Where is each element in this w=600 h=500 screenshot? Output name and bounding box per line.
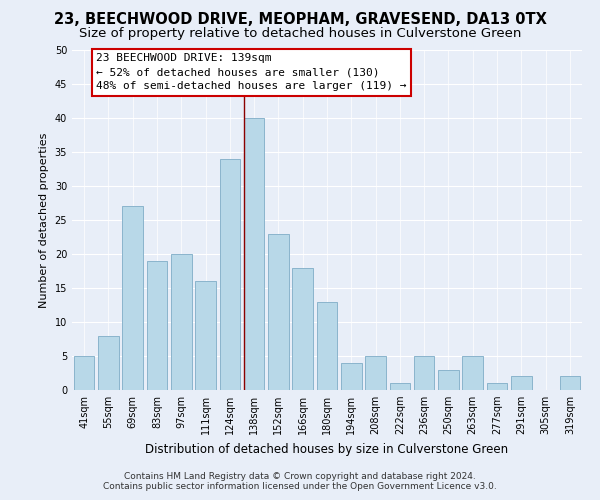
Bar	[511, 376, 532, 390]
X-axis label: Distribution of detached houses by size in Culverstone Green: Distribution of detached houses by size …	[145, 442, 509, 456]
Bar	[268, 234, 289, 390]
Bar	[317, 302, 337, 390]
Bar	[341, 363, 362, 390]
Bar	[292, 268, 313, 390]
Text: 23, BEECHWOOD DRIVE, MEOPHAM, GRAVESEND, DA13 0TX: 23, BEECHWOOD DRIVE, MEOPHAM, GRAVESEND,…	[53, 12, 547, 28]
Bar	[195, 281, 216, 390]
Bar	[365, 356, 386, 390]
Y-axis label: Number of detached properties: Number of detached properties	[39, 132, 49, 308]
Bar	[74, 356, 94, 390]
Bar	[560, 376, 580, 390]
Bar	[146, 261, 167, 390]
Bar	[438, 370, 459, 390]
Bar	[98, 336, 119, 390]
Bar	[487, 383, 508, 390]
Bar	[389, 383, 410, 390]
Bar	[244, 118, 265, 390]
Bar	[463, 356, 483, 390]
Text: Size of property relative to detached houses in Culverstone Green: Size of property relative to detached ho…	[79, 28, 521, 40]
Bar	[220, 159, 240, 390]
Text: Contains HM Land Registry data © Crown copyright and database right 2024.
Contai: Contains HM Land Registry data © Crown c…	[103, 472, 497, 491]
Bar	[171, 254, 191, 390]
Text: 23 BEECHWOOD DRIVE: 139sqm
← 52% of detached houses are smaller (130)
48% of sem: 23 BEECHWOOD DRIVE: 139sqm ← 52% of deta…	[96, 54, 407, 92]
Bar	[122, 206, 143, 390]
Bar	[414, 356, 434, 390]
